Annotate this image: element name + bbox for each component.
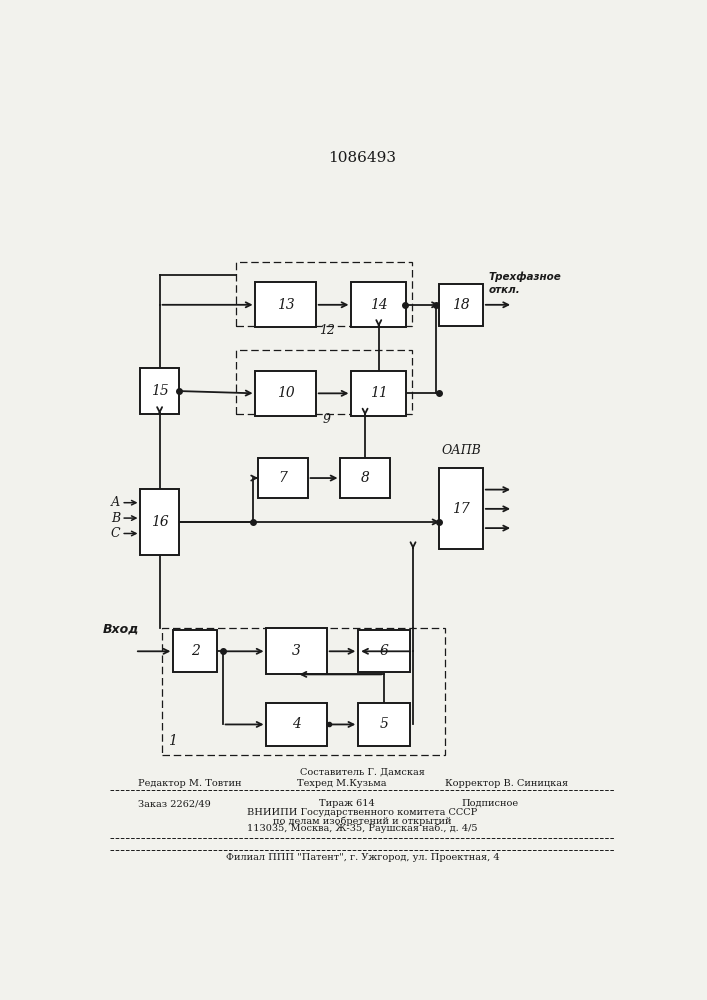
Text: Филиал ППП "Патент", г. Ужгород, ул. Проектная, 4: Филиал ППП "Патент", г. Ужгород, ул. Про…: [226, 853, 499, 862]
Text: 11: 11: [370, 386, 387, 400]
Text: 18: 18: [452, 298, 470, 312]
Text: Техред М.Кузьма: Техред М.Кузьма: [297, 779, 386, 788]
Text: 8: 8: [361, 471, 370, 485]
Text: Редактор М. Товтин: Редактор М. Товтин: [138, 779, 241, 788]
Bar: [351, 282, 407, 327]
Text: 14: 14: [370, 298, 387, 312]
Text: В: В: [111, 512, 120, 525]
Text: 17: 17: [452, 502, 470, 516]
Bar: [358, 630, 410, 672]
Text: 16: 16: [151, 515, 168, 529]
Text: 6: 6: [380, 644, 389, 658]
Text: Заказ 2262/49: Заказ 2262/49: [138, 799, 211, 808]
Text: Подписное: Подписное: [461, 799, 518, 808]
Text: 1: 1: [168, 734, 177, 748]
Text: 2: 2: [191, 644, 199, 658]
Bar: [267, 703, 327, 746]
Bar: [255, 371, 316, 416]
Text: ОАПВ: ОАПВ: [441, 444, 481, 457]
Bar: [358, 703, 410, 746]
Text: 12: 12: [319, 324, 334, 337]
Text: 3: 3: [292, 644, 301, 658]
Bar: [439, 468, 483, 549]
Bar: [236, 350, 411, 414]
Bar: [163, 628, 445, 755]
Text: 4: 4: [292, 717, 301, 731]
Text: 10: 10: [276, 386, 295, 400]
Text: 15: 15: [151, 384, 168, 398]
Bar: [141, 489, 179, 555]
Text: 5: 5: [380, 717, 389, 731]
Bar: [439, 284, 483, 326]
Text: Корректор В. Синицкая: Корректор В. Синицкая: [445, 779, 568, 788]
Bar: [341, 458, 390, 498]
Text: 1086493: 1086493: [328, 151, 397, 165]
Text: Вход: Вход: [103, 623, 139, 636]
Text: А: А: [111, 496, 120, 509]
Text: Составитель Г. Дамская: Составитель Г. Дамская: [300, 767, 425, 776]
Text: 13: 13: [276, 298, 295, 312]
Text: ВНИИПИ Государственного комитета СССР: ВНИИПИ Государственного комитета СССР: [247, 808, 477, 817]
Text: по делам изобретений и открытий: по делам изобретений и открытий: [273, 816, 452, 826]
Bar: [236, 262, 411, 326]
Text: 113035, Москва, Ж-35, Раушская наб., д. 4/5: 113035, Москва, Ж-35, Раушская наб., д. …: [247, 824, 478, 833]
Text: откл.: откл.: [489, 285, 520, 295]
Bar: [351, 371, 407, 416]
Text: 7: 7: [279, 471, 287, 485]
Bar: [173, 630, 217, 672]
Bar: [255, 282, 316, 327]
Bar: [258, 458, 308, 498]
Text: С: С: [110, 527, 120, 540]
Text: 9: 9: [322, 413, 331, 426]
Text: Тираж 614: Тираж 614: [319, 799, 374, 808]
Bar: [141, 368, 179, 414]
Text: Трехфазное: Трехфазное: [489, 271, 561, 282]
Bar: [267, 628, 327, 674]
